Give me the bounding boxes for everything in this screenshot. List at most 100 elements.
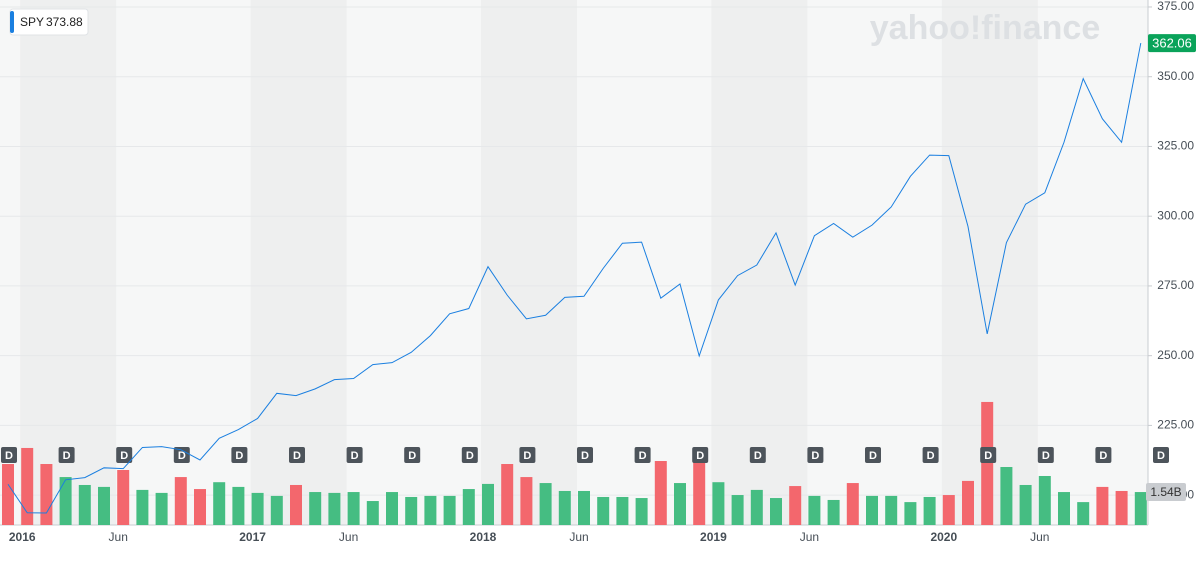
dividend-label: D (5, 450, 13, 462)
volume-bar (40, 464, 53, 525)
x-tick-label: Jun (800, 530, 819, 544)
volume-bar (827, 499, 840, 525)
watermark: yahoo!finance (870, 9, 1100, 47)
dividend-label: D (351, 450, 359, 462)
dividend-label: D (1042, 450, 1050, 462)
dividend-label: D (639, 450, 647, 462)
y-tick-label: 325.00 (1157, 139, 1194, 153)
volume-label-box (1146, 483, 1186, 502)
x-tick-label: 2016 (9, 530, 36, 544)
dividend-label: D (927, 450, 935, 462)
volume-bar (232, 486, 245, 525)
volume-bar (616, 496, 629, 525)
volume-bar (539, 483, 552, 525)
volume-bar (866, 495, 878, 525)
volume-bar (789, 486, 802, 525)
volume-bar (194, 489, 206, 525)
volume-bar (270, 495, 283, 525)
y-tick-label: 275.00 (1157, 278, 1194, 292)
dividend-marker (692, 447, 709, 463)
volume-bar (366, 501, 379, 525)
legend-quote: 373.88 (46, 15, 83, 29)
volume-bar (846, 483, 859, 525)
dividend-label: D (811, 450, 819, 462)
volume-bar (328, 492, 341, 525)
band (481, 0, 577, 525)
volume-bar (1000, 467, 1013, 525)
volume-bar (251, 492, 264, 525)
dividend-label: D (293, 450, 301, 462)
volume-bar (174, 477, 187, 525)
dividend-label: D (1099, 450, 1107, 462)
y-tick-label: 300.00 (1157, 208, 1194, 222)
dividend-marker (1095, 447, 1112, 463)
volume-bar (213, 482, 226, 525)
y-tick-label: 350.00 (1157, 69, 1194, 83)
volume-bar (136, 489, 149, 525)
volume-bar (654, 461, 667, 525)
volume-bar (712, 482, 725, 525)
legend-name: SPY (20, 15, 44, 29)
x-tick-label: 2018 (470, 530, 497, 544)
dividend-label: D (523, 450, 531, 462)
volume-bar (885, 495, 898, 525)
dividend-marker (173, 447, 190, 463)
dividend-label: D (1157, 450, 1165, 462)
x-tick-label: 2020 (930, 530, 957, 544)
dividend-label: D (63, 450, 71, 462)
volume-bar (942, 495, 955, 525)
volume-bar (981, 401, 994, 525)
dividend-marker (1037, 447, 1054, 463)
x-tick-label: 2017 (239, 530, 266, 544)
volume-bar (1115, 490, 1128, 525)
volume-bar (347, 492, 360, 525)
y-tick-label: 375.00 (1157, 0, 1194, 13)
dividend-label: D (120, 450, 128, 462)
price-line (7, 42, 1142, 514)
volume-bar (904, 502, 917, 525)
dividend-label: D (869, 450, 877, 462)
volume-bar (2, 464, 14, 525)
volume-bar (155, 492, 168, 525)
legend-swatch (10, 11, 14, 33)
x-tick-label: Jun (339, 530, 358, 544)
dividend-label: D (696, 450, 704, 462)
dividend-marker (346, 447, 363, 463)
volume-bar (923, 496, 936, 525)
volume-bar (1038, 475, 1051, 525)
volume-label: 1.54B (1150, 485, 1181, 499)
volume-bar (462, 489, 475, 525)
dividend-marker (807, 447, 824, 463)
band (250, 0, 347, 525)
volume-bar (117, 470, 130, 525)
volume-bar (59, 477, 72, 525)
volume-bar (1058, 492, 1070, 525)
dividend-marker (404, 447, 421, 463)
dividend-label: D (581, 450, 589, 462)
x-tick-label: Jun (109, 530, 128, 544)
volume-bar (578, 490, 590, 525)
volume-bar (558, 490, 571, 525)
dividend-label: D (754, 450, 762, 462)
volume-bar (520, 477, 533, 525)
dividend-label: D (984, 450, 992, 462)
last-price: 362.06 (1152, 36, 1192, 51)
dividend-marker (519, 447, 536, 463)
volume-bar (386, 492, 398, 525)
volume-bar (501, 464, 514, 525)
dividend-marker (865, 447, 881, 463)
dividend-marker (58, 447, 75, 463)
volume-bar (597, 496, 610, 525)
dividend-marker (289, 447, 305, 463)
volume-bar (309, 492, 322, 525)
band (711, 0, 808, 525)
dividend-label: D (235, 450, 243, 462)
volume-bar (750, 489, 763, 525)
volume-bar (635, 498, 648, 525)
volume-bar (405, 496, 418, 525)
volume-bar (98, 486, 110, 525)
volume-bar (443, 495, 456, 525)
volume-bar (1096, 486, 1109, 525)
volume-bar (290, 484, 302, 525)
